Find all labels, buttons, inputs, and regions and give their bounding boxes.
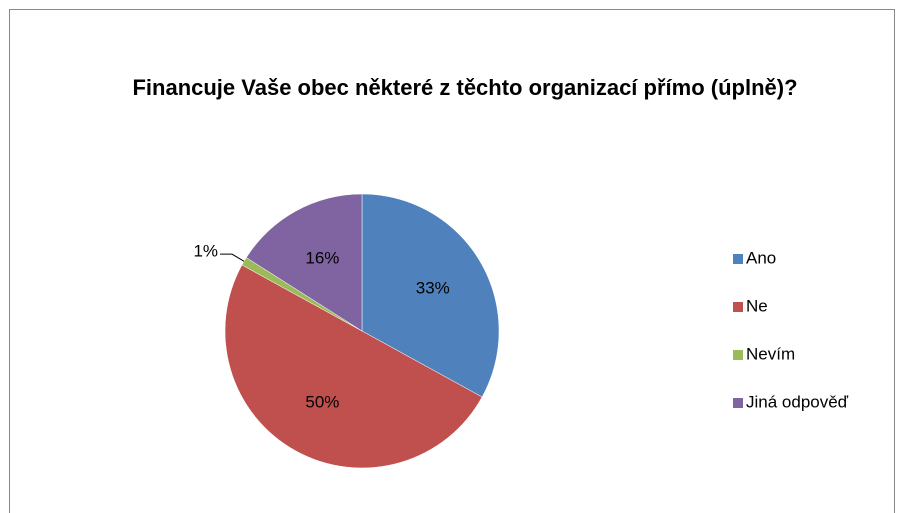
legend-label: Ano [746, 248, 776, 267]
legend-label: Nevím [746, 344, 795, 363]
legend-label: Ne [746, 296, 768, 315]
pie-slice [245, 193, 363, 332]
legend-label: Jiná odpověď [746, 392, 849, 411]
pie-slice [224, 264, 483, 469]
leader-line [220, 253, 245, 262]
legend-swatch [733, 302, 743, 312]
legend-swatch [733, 398, 743, 408]
data-label: 16% [305, 248, 339, 267]
pie-slice [361, 193, 500, 398]
data-label: 33% [416, 279, 450, 298]
legend-swatch [733, 254, 743, 264]
data-label: 1% [193, 242, 218, 261]
data-label: 50% [305, 393, 339, 412]
chart-title: Financuje Vaše obec některé z těchto org… [132, 75, 798, 100]
legend-swatch [733, 350, 743, 360]
